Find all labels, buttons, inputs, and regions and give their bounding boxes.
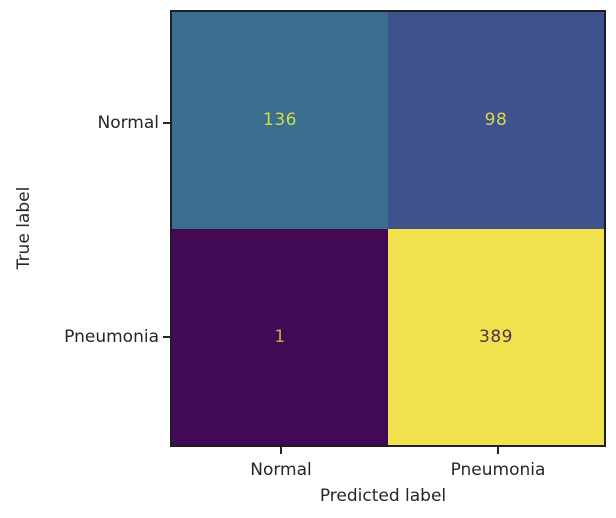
x-tick-label-pneumonia: Pneumonia: [450, 460, 546, 480]
x-tick-label-normal: Normal: [250, 460, 312, 480]
y-axis-label: True label: [14, 186, 34, 270]
matrix-cell-true-pneumonia-pred-normal: 1: [172, 228, 388, 445]
y-axis-tick: [163, 122, 170, 124]
matrix-cell-true-pneumonia-pred-pneumonia: 389: [388, 228, 604, 445]
matrix-cell-true-normal-pred-pneumonia: 98: [388, 12, 604, 229]
x-axis-tick: [497, 447, 499, 454]
y-tick-label-pneumonia: Pneumonia: [64, 327, 159, 347]
y-tick-label-normal: Normal: [97, 113, 159, 133]
matrix-cell-true-normal-pred-normal: 136: [172, 12, 388, 229]
y-axis-tick: [163, 336, 170, 338]
x-axis-tick: [280, 447, 282, 454]
heatmap-grid: 136 98 1 389: [170, 10, 606, 447]
x-axis-label: Predicted label: [319, 486, 447, 506]
